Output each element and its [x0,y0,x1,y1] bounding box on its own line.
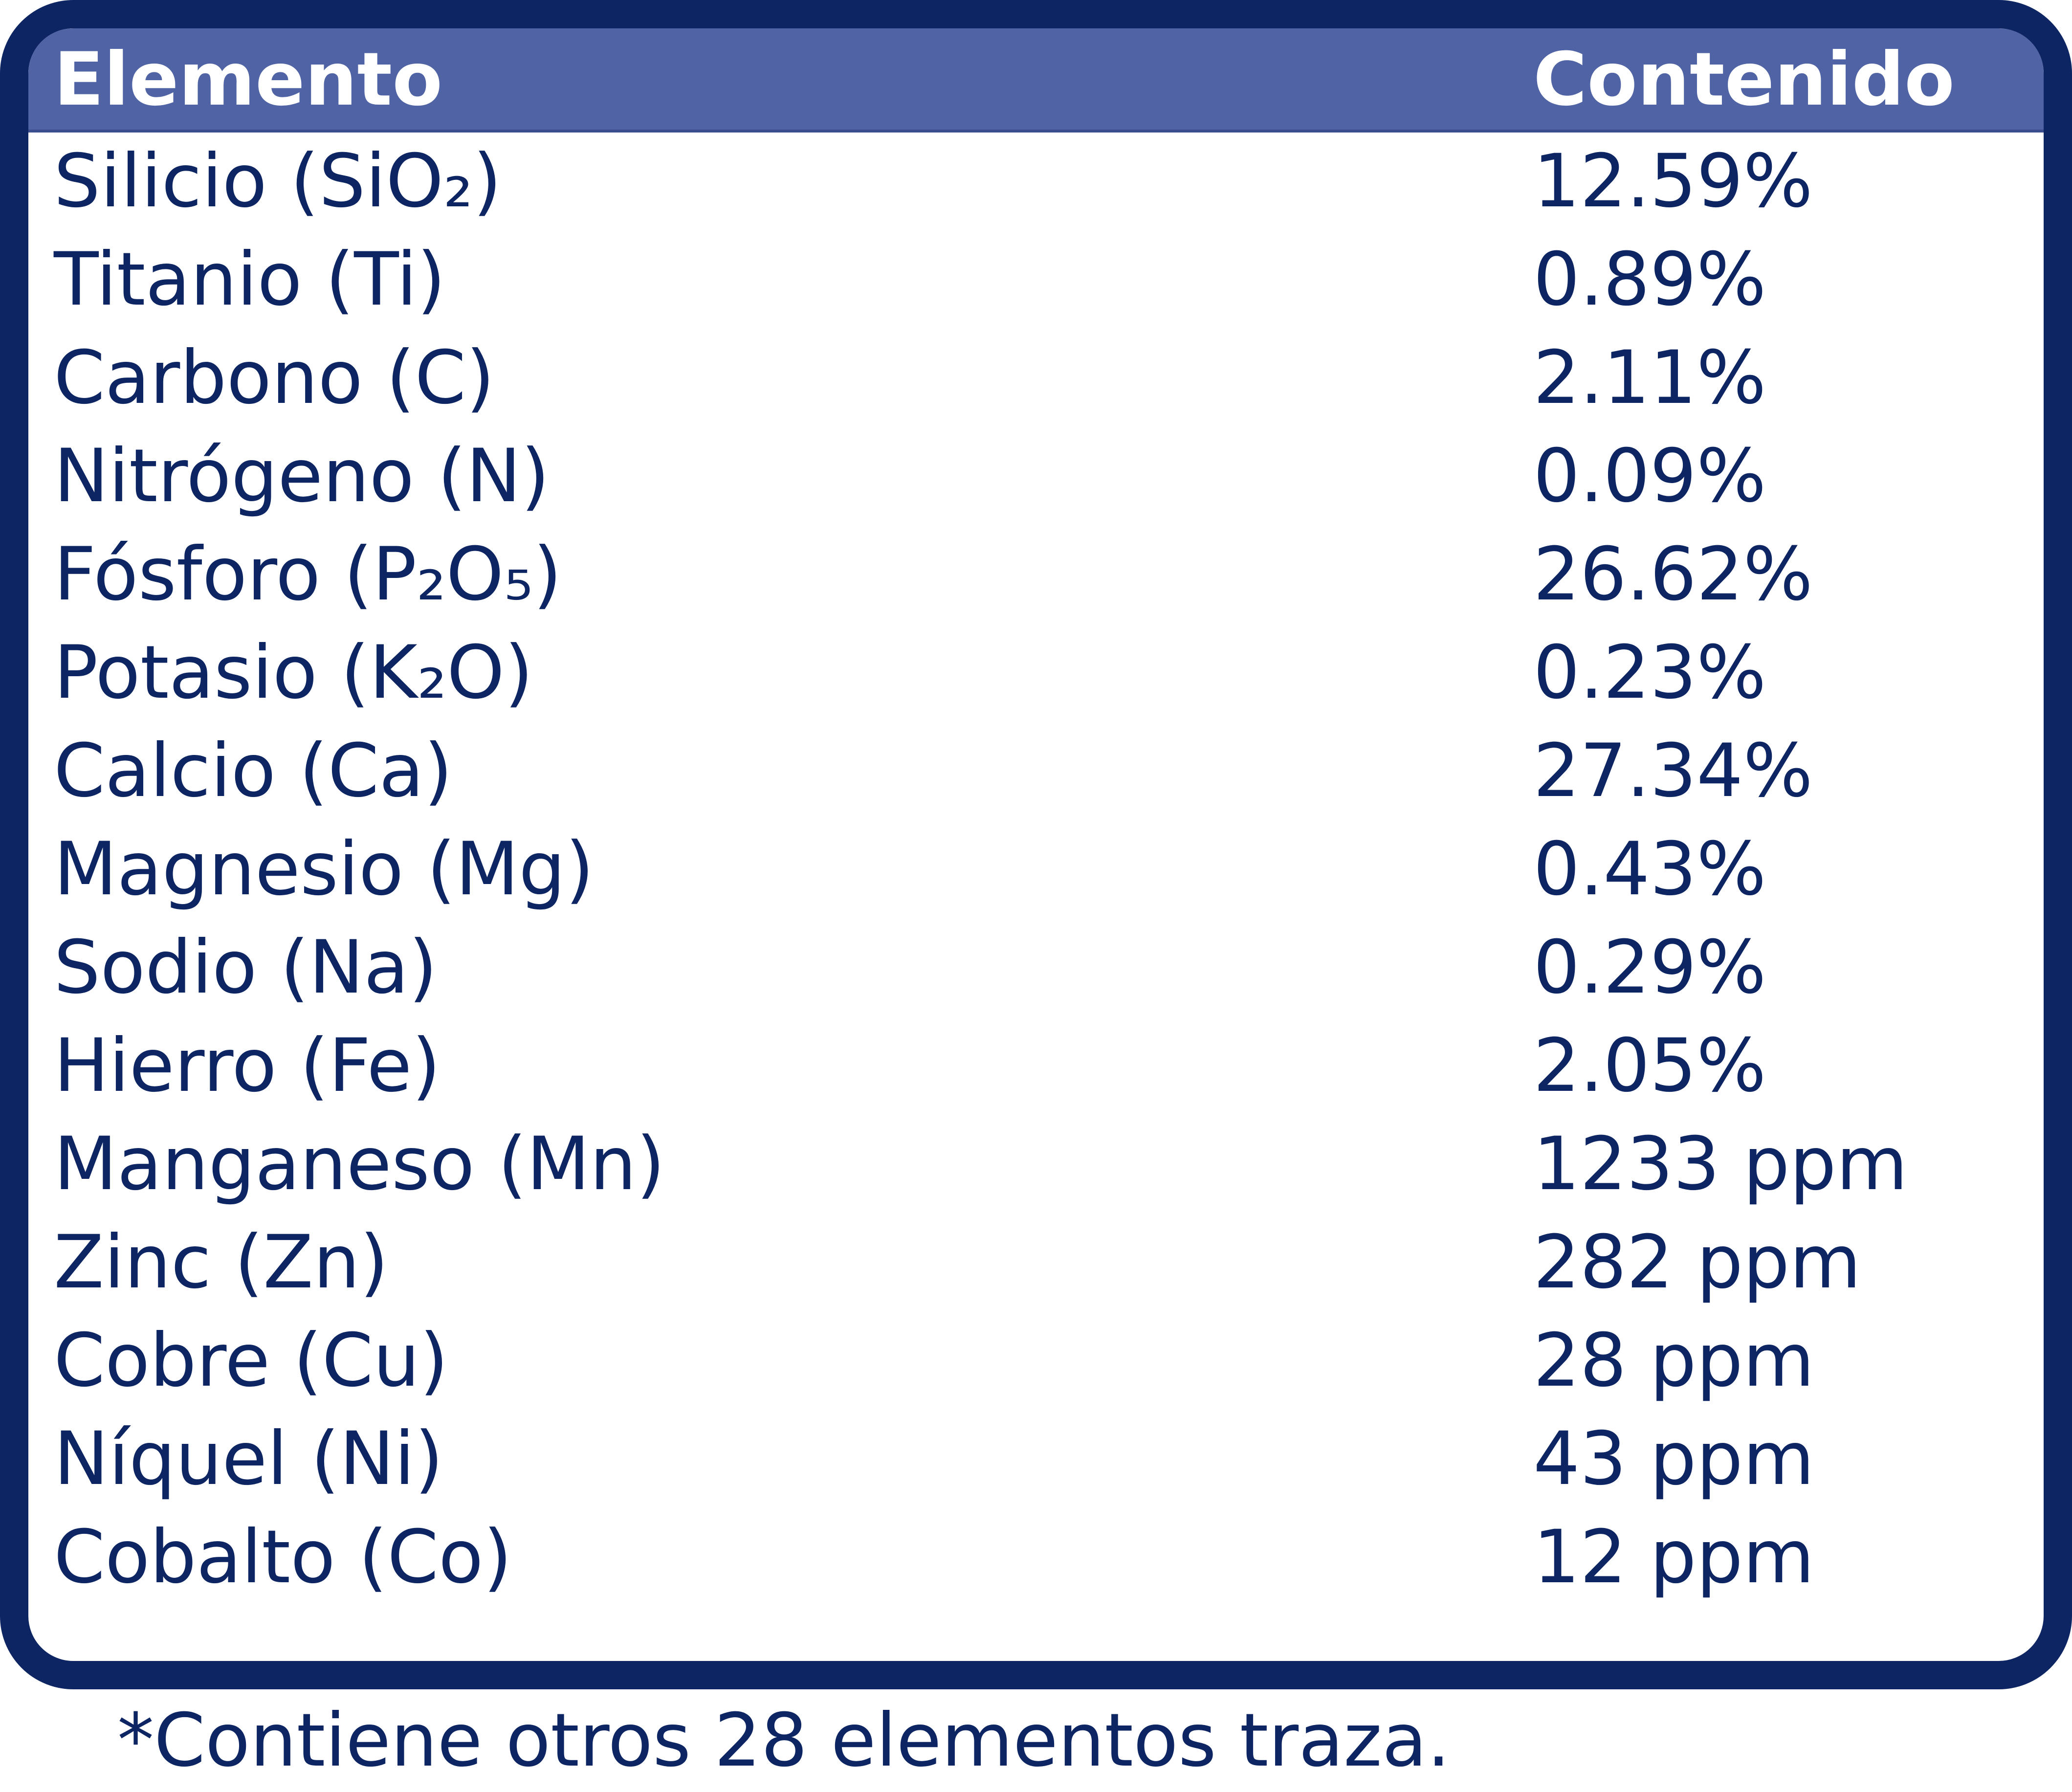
row-element: Cobalto (Co) [54,1515,512,1600]
row-content: 2.11% [1533,335,1766,420]
table-body: Silicio (SiO₂) 12.59% Titanio (Ti) 0.89%… [28,133,2044,1607]
row-content: 0.43% [1533,827,1766,912]
row-content: 26.62% [1533,532,1813,617]
table-row: Manganeso (Mn) 1233 ppm [28,1115,2044,1214]
row-content: 12 ppm [1533,1515,1815,1600]
row-element: Potasio (K₂O) [54,630,533,715]
table-row: Titanio (Ti) 0.89% [28,231,2044,329]
row-content: 0.89% [1533,237,1766,322]
table-row: Hierro (Fe) 2.05% [28,1017,2044,1115]
row-element: Fósforo (P₂O₅) [54,532,562,617]
composition-table: Elemento Contenido Silicio (SiO₂) 12.59%… [0,0,2072,1689]
row-element: Zinc (Zn) [54,1220,389,1305]
header-element: Elemento [54,37,443,122]
row-content: 28 ppm [1533,1318,1815,1403]
table-row: Zinc (Zn) 282 ppm [28,1214,2044,1312]
row-element: Magnesio (Mg) [54,827,594,912]
table-row: Carbono (C) 2.11% [28,329,2044,427]
table-row: Cobre (Cu) 28 ppm [28,1312,2044,1410]
row-content: 1233 ppm [1533,1122,1908,1207]
row-content: 0.23% [1533,630,1766,715]
row-content: 43 ppm [1533,1416,1815,1502]
table-row: Fósforo (P₂O₅) 26.62% [28,526,2044,624]
row-element: Titanio (Ti) [54,237,446,322]
row-content: 0.29% [1533,925,1766,1010]
row-element: Níquel (Ni) [54,1416,443,1502]
row-content: 2.05% [1533,1023,1766,1108]
row-element: Calcio (Ca) [54,729,453,814]
table-row: Potasio (K₂O) 0.23% [28,624,2044,722]
row-element: Cobre (Cu) [54,1318,448,1403]
table-row: Cobalto (Co) 12 ppm [28,1508,2044,1607]
row-element: Silicio (SiO₂) [54,139,502,224]
row-element: Carbono (C) [54,335,495,420]
row-element: Hierro (Fe) [54,1023,441,1108]
footnote: *Contiene otros 28 elementos traza. [117,1698,1451,1783]
row-element: Sodio (Na) [54,925,438,1010]
row-content: 12.59% [1533,139,1813,224]
header-content: Contenido [1533,37,1955,122]
table-row: Calcio (Ca) 27.34% [28,722,2044,820]
row-element: Manganeso (Mn) [54,1122,665,1207]
row-element: Nitrógeno (N) [54,434,550,519]
row-content: 27.34% [1533,729,1813,814]
table-row: Silicio (SiO₂) 12.59% [28,133,2044,231]
table-row: Nitrógeno (N) 0.09% [28,427,2044,526]
table-row: Sodio (Na) 0.29% [28,919,2044,1017]
table-header: Elemento Contenido [28,28,2044,133]
row-content: 0.09% [1533,434,1766,519]
table-row: Níquel (Ni) 43 ppm [28,1410,2044,1508]
table-row: Magnesio (Mg) 0.43% [28,820,2044,919]
row-content: 282 ppm [1533,1220,1861,1305]
